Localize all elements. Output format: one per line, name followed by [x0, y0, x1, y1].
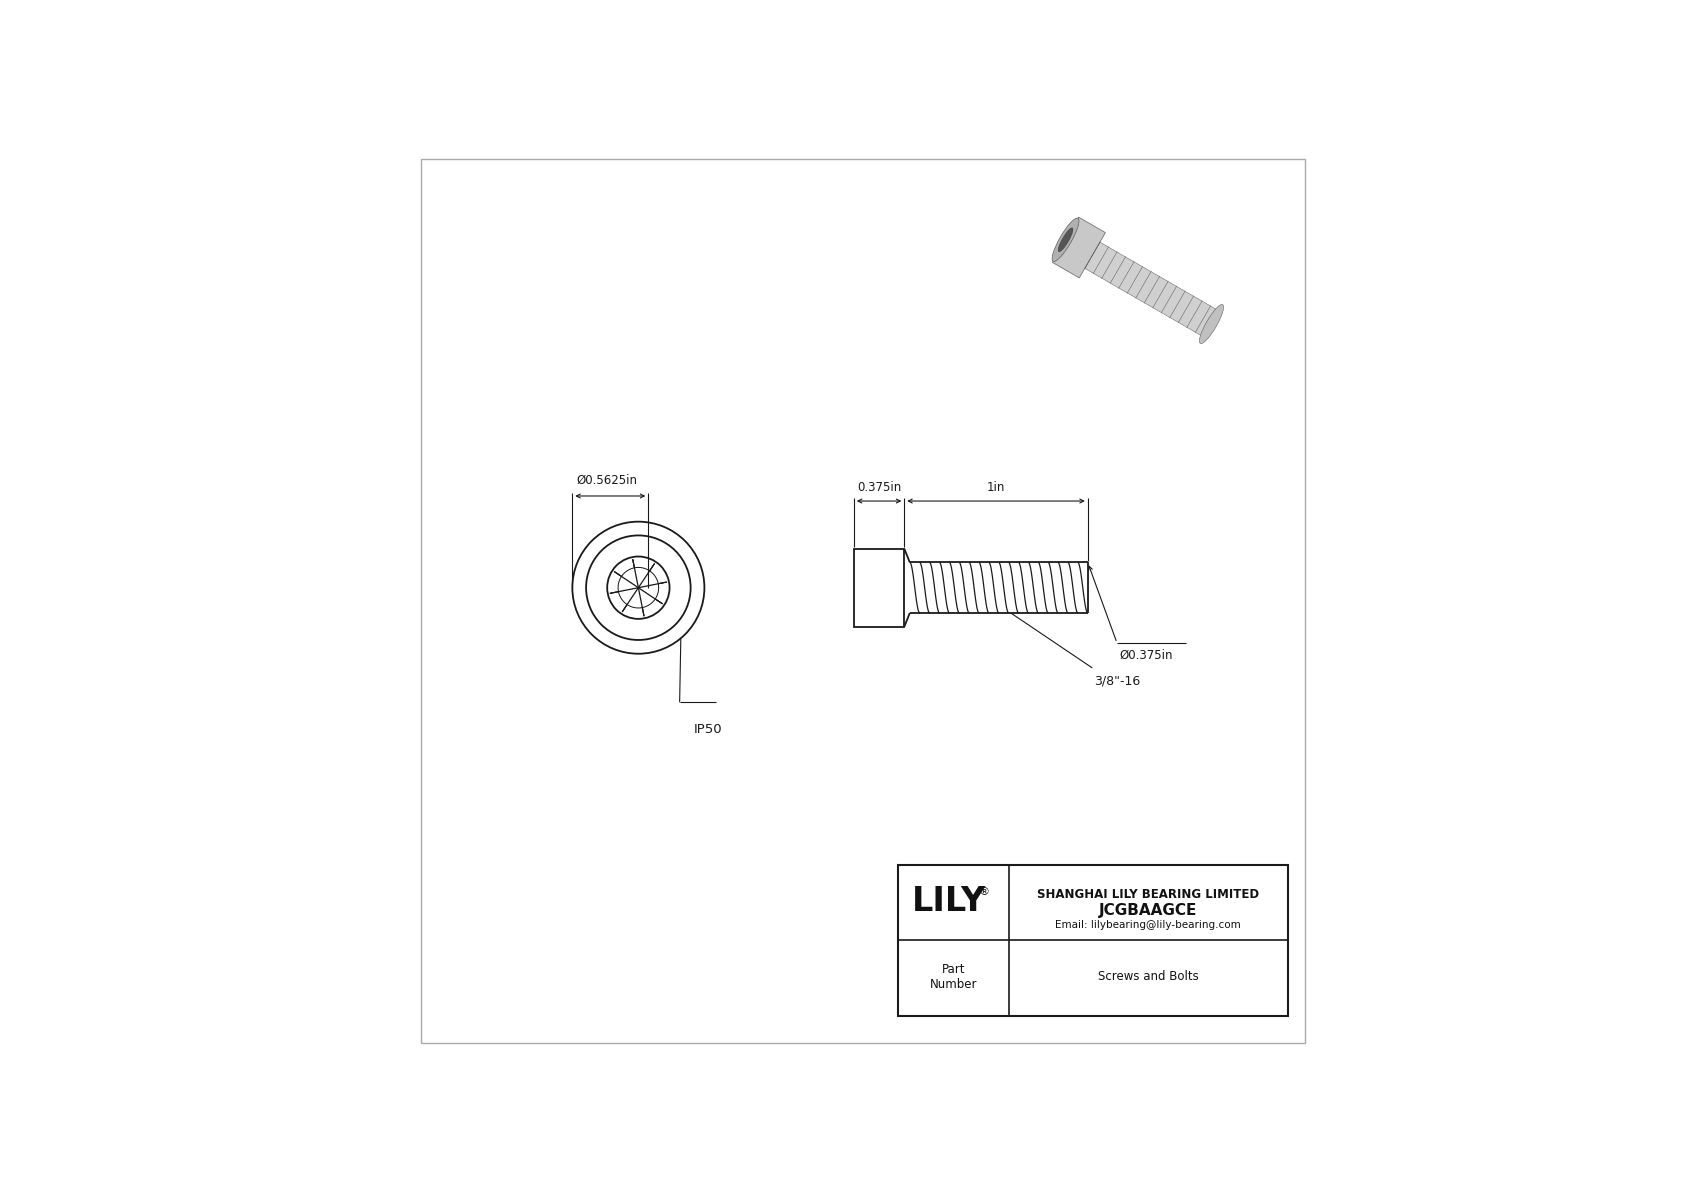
- Text: SHANGHAI LILY BEARING LIMITED: SHANGHAI LILY BEARING LIMITED: [1037, 888, 1260, 902]
- Text: LILY: LILY: [911, 885, 985, 918]
- Bar: [854, 549, 904, 626]
- Text: 1in: 1in: [987, 481, 1005, 494]
- Polygon shape: [1084, 242, 1219, 337]
- Text: Ø0.375in: Ø0.375in: [1120, 649, 1174, 662]
- Text: JCGBAAGCE: JCGBAAGCE: [1100, 903, 1197, 917]
- Bar: [898, 865, 1288, 1016]
- Text: ®: ®: [978, 887, 989, 898]
- Text: Ø0.5625in: Ø0.5625in: [578, 474, 638, 487]
- Text: Email: lilybearing@lily-bearing.com: Email: lilybearing@lily-bearing.com: [1056, 921, 1241, 930]
- Text: 3/8"-16: 3/8"-16: [1095, 674, 1140, 687]
- Text: IP50: IP50: [694, 723, 722, 736]
- Ellipse shape: [1199, 305, 1224, 343]
- Polygon shape: [1052, 217, 1105, 278]
- Text: Part
Number: Part Number: [930, 962, 977, 991]
- Ellipse shape: [1052, 218, 1079, 262]
- Text: Screws and Bolts: Screws and Bolts: [1098, 971, 1199, 983]
- Text: 0.375in: 0.375in: [857, 481, 901, 494]
- Ellipse shape: [1058, 227, 1073, 251]
